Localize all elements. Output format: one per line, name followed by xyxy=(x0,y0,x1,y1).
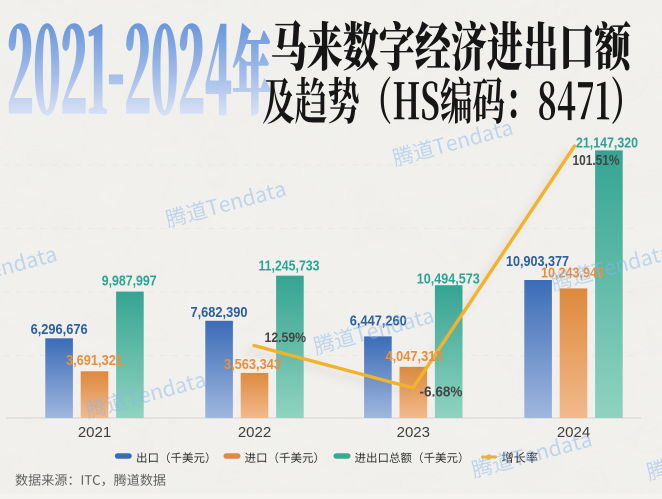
svg-text:2023: 2023 xyxy=(397,424,430,441)
svg-text:3,691,321: 3,691,321 xyxy=(66,353,123,369)
svg-text:2024: 2024 xyxy=(557,424,590,441)
svg-text:2021: 2021 xyxy=(78,424,111,441)
svg-text:21,147,320: 21,147,320 xyxy=(576,136,638,152)
svg-text:2022: 2022 xyxy=(238,424,271,441)
svg-text:10,903,377: 10,903,377 xyxy=(506,254,569,270)
svg-text:7,682,390: 7,682,390 xyxy=(191,305,248,321)
svg-text:3,563,343: 3,563,343 xyxy=(224,357,281,373)
svg-text:10,494,573: 10,494,573 xyxy=(417,272,480,288)
svg-text:4,047,313: 4,047,313 xyxy=(386,349,443,365)
svg-text:9,987,997: 9,987,997 xyxy=(102,274,157,290)
svg-text:6,296,676: 6,296,676 xyxy=(31,322,88,338)
svg-text:11,245,733: 11,245,733 xyxy=(259,259,320,275)
svg-text:101.51%: 101.51% xyxy=(573,153,620,169)
svg-text:10,243,943: 10,243,943 xyxy=(541,266,604,282)
svg-text:-6.68%: -6.68% xyxy=(420,384,463,400)
svg-text:12.59%: 12.59% xyxy=(265,330,307,346)
